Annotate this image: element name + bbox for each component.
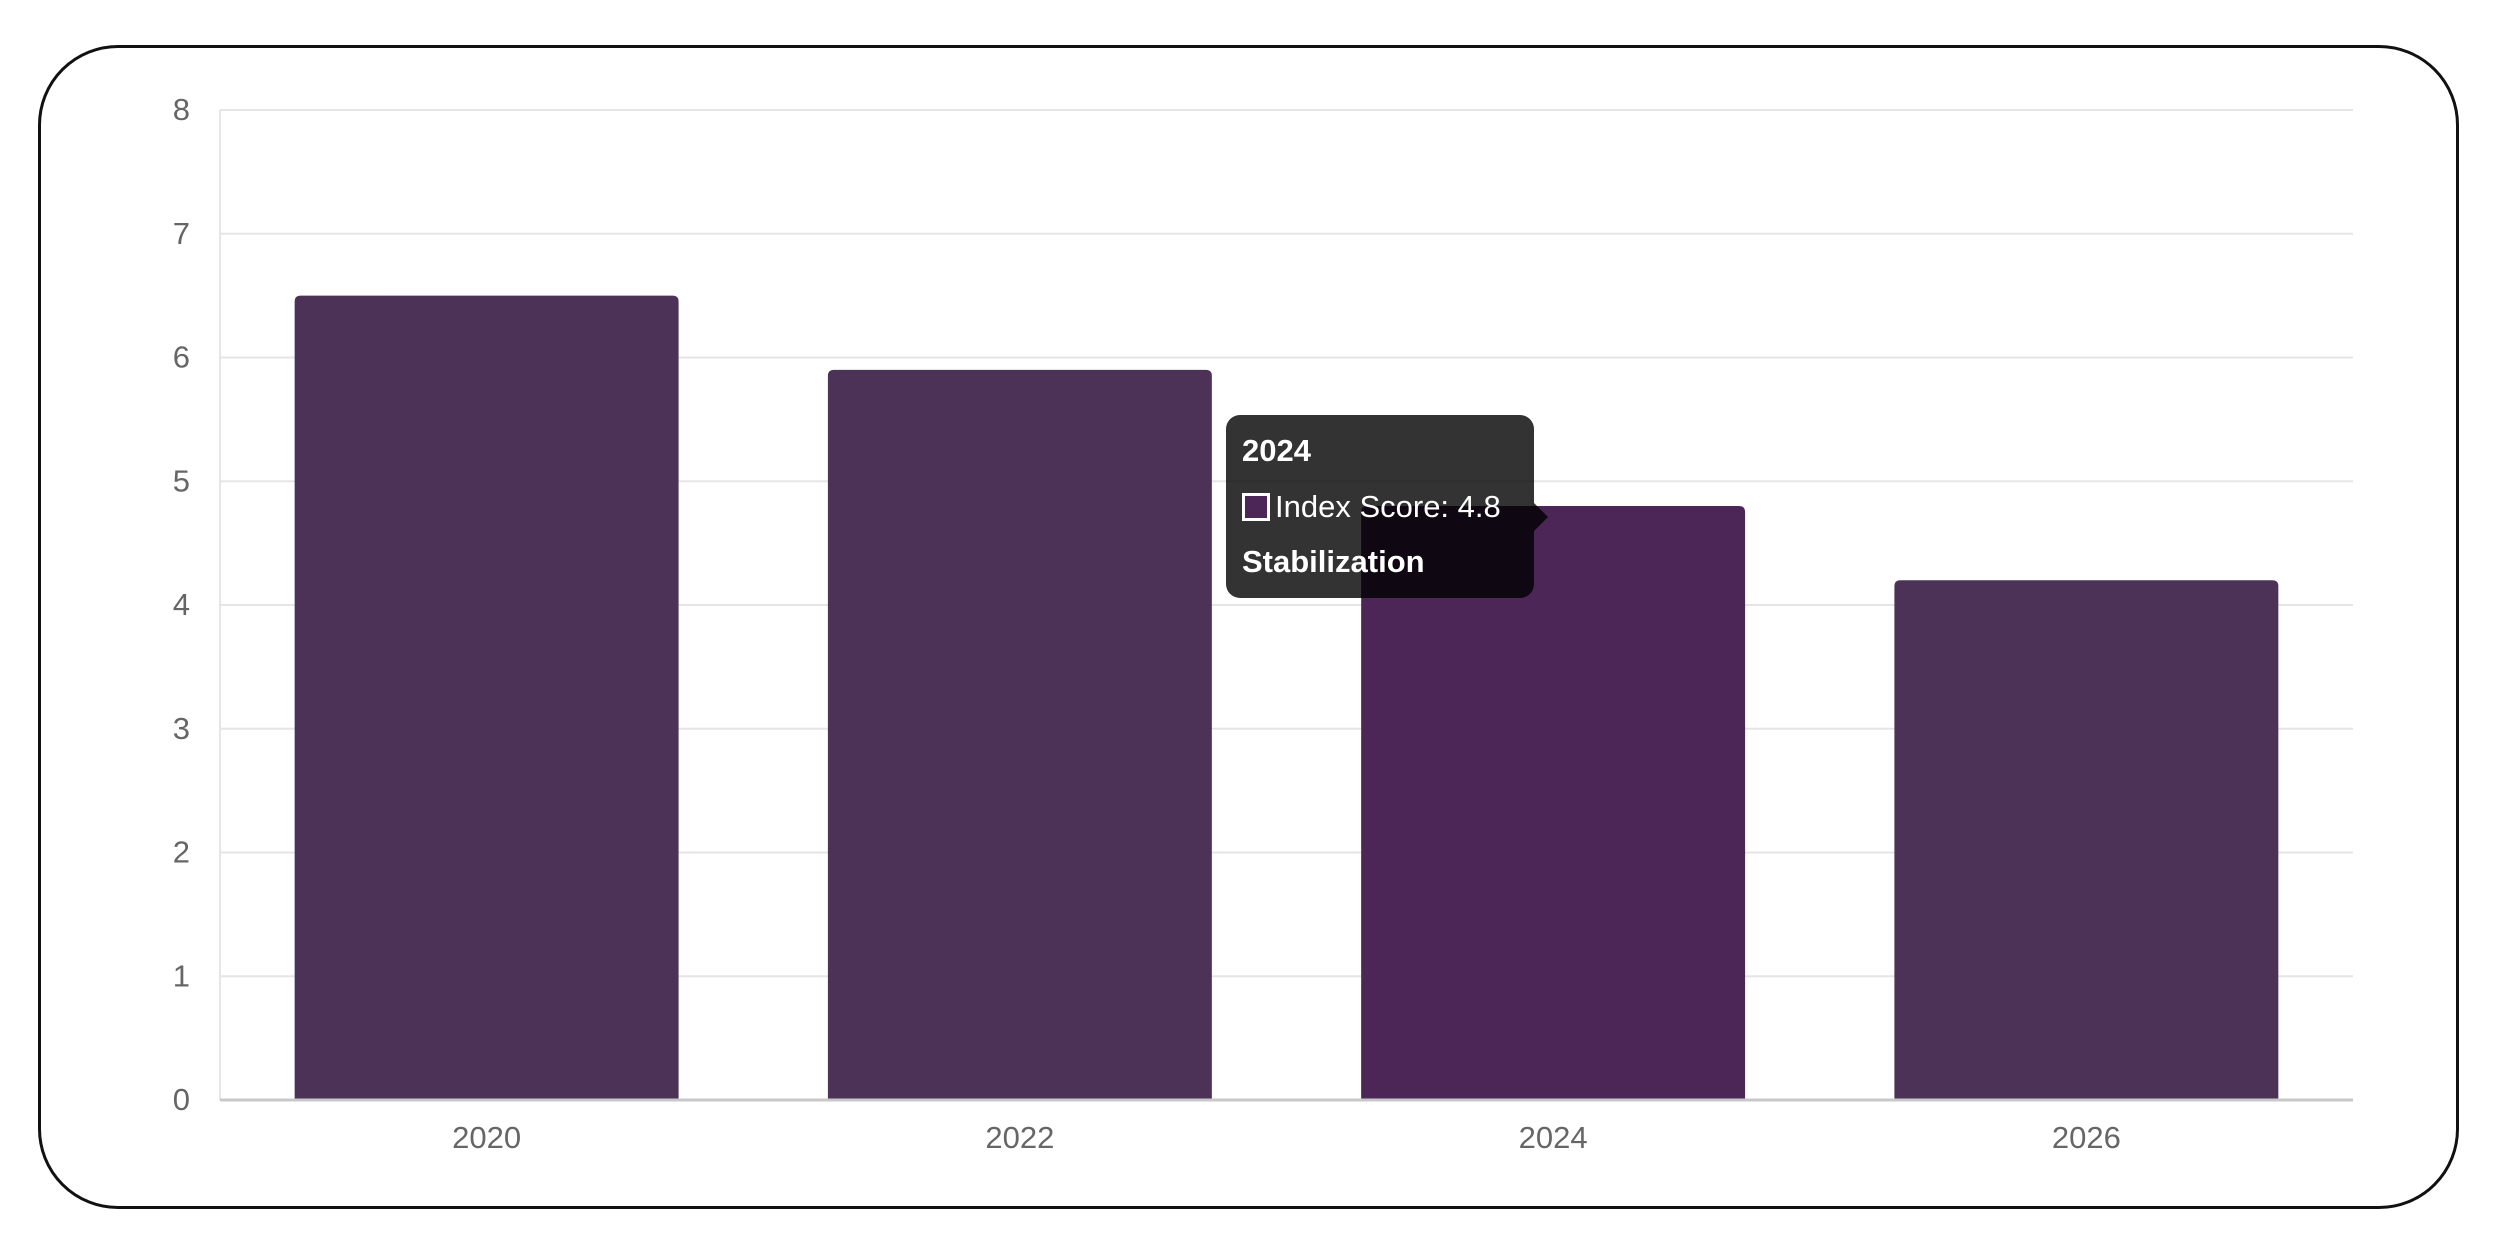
bars xyxy=(294,295,2279,1100)
y-tick-label: 3 xyxy=(173,711,190,746)
x-tick-labels: 2020 2022 2024 2026 xyxy=(452,1120,2121,1155)
bar-2022[interactable] xyxy=(827,369,1212,1100)
y-tick-label: 5 xyxy=(173,463,190,498)
tooltip-title: 2024 xyxy=(1242,433,1311,468)
bar-2026[interactable] xyxy=(1894,580,2279,1100)
x-tick-label: 2022 xyxy=(985,1120,1054,1155)
y-tick-label: 0 xyxy=(173,1082,190,1117)
y-tick-label: 1 xyxy=(173,958,190,993)
tooltip-row: Index Score: 4.8 xyxy=(1242,489,1518,525)
y-tick-label: 7 xyxy=(173,216,190,251)
y-tick-label: 4 xyxy=(173,587,190,622)
y-tick-label: 2 xyxy=(173,835,190,870)
tooltip-footer: Stabilization xyxy=(1242,544,1425,579)
y-tick-label: 8 xyxy=(173,92,190,127)
tooltip: 2024 Index Score: 4.8 Stabilization xyxy=(1226,415,1548,598)
axes xyxy=(219,110,2353,1102)
y-tick-labels: 0 1 2 3 4 5 6 7 8 xyxy=(173,92,190,1117)
tooltip-swatch xyxy=(1242,493,1270,521)
bar-2024[interactable] xyxy=(1361,506,1746,1100)
x-tick-label: 2024 xyxy=(1519,1120,1588,1155)
tooltip-label: Index Score: 4.8 xyxy=(1275,489,1501,524)
x-tick-label: 2026 xyxy=(2052,1120,2121,1155)
y-tick-label: 6 xyxy=(173,340,190,375)
x-tick-label: 2020 xyxy=(452,1120,521,1155)
bar-2020[interactable] xyxy=(294,295,679,1100)
